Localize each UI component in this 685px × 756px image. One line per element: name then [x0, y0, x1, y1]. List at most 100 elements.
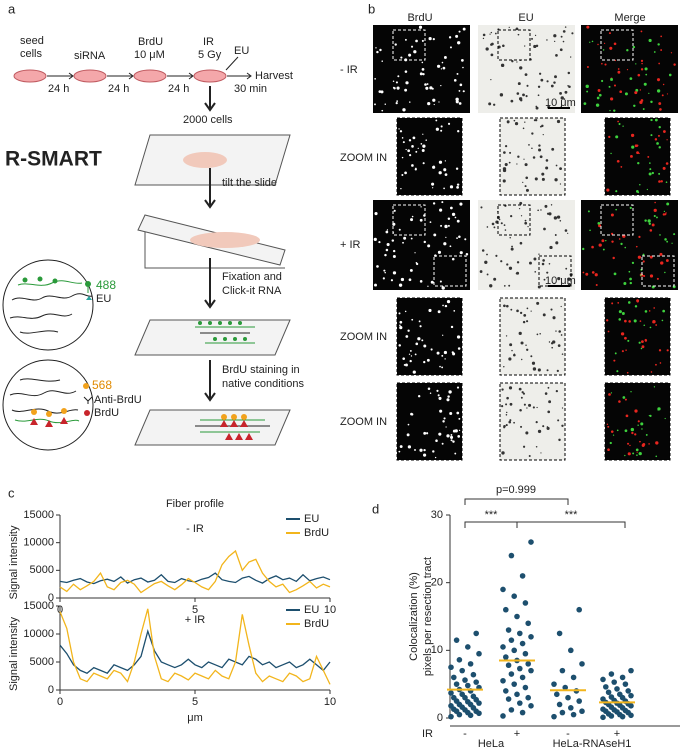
speckle	[567, 232, 569, 234]
speckle	[568, 85, 571, 89]
speckle	[567, 71, 571, 75]
speckle	[511, 349, 513, 352]
speckle	[375, 47, 377, 49]
speckle	[444, 173, 448, 176]
speckle	[422, 162, 425, 165]
data-point	[576, 698, 582, 704]
data-point	[462, 677, 468, 683]
speckle	[403, 236, 407, 240]
micrograph	[604, 297, 671, 376]
speckle	[398, 450, 401, 453]
speckle	[639, 440, 641, 443]
data-point	[453, 637, 460, 643]
speckle	[419, 72, 423, 76]
micrograph	[499, 117, 566, 196]
speckle	[402, 241, 404, 244]
speckle	[509, 402, 513, 406]
speckle	[447, 217, 451, 220]
speckle	[523, 158, 525, 160]
speckle	[441, 366, 444, 369]
speckle	[647, 155, 650, 158]
speckle	[664, 417, 666, 420]
speckle	[643, 324, 646, 327]
speckle	[562, 30, 566, 33]
speckle	[374, 77, 377, 80]
speckle	[658, 349, 662, 352]
speckle	[444, 358, 446, 360]
speckle	[558, 330, 561, 333]
speckle	[432, 187, 434, 189]
speckle	[560, 305, 562, 308]
data-point	[508, 671, 515, 677]
speckle	[399, 324, 401, 327]
speckle	[615, 190, 618, 193]
speckle	[609, 441, 612, 445]
speckle	[440, 84, 442, 87]
speckle	[639, 184, 641, 186]
legend-label: EU	[304, 604, 319, 616]
speckle	[452, 258, 454, 261]
speckle	[532, 367, 537, 371]
speckle	[450, 206, 453, 210]
speckle	[552, 340, 556, 344]
interval: 24 h	[168, 83, 189, 95]
speckle	[657, 409, 660, 411]
speckle	[444, 224, 448, 229]
speckle	[443, 417, 446, 420]
data-point	[528, 539, 534, 545]
speckle	[513, 119, 516, 122]
data-point	[554, 691, 560, 698]
data-point	[519, 674, 526, 681]
speckle	[648, 414, 650, 417]
speckle	[398, 283, 403, 287]
speckle	[451, 212, 456, 217]
speckle	[670, 52, 673, 54]
speckle	[453, 310, 456, 312]
data-point	[600, 714, 606, 721]
speckle	[441, 442, 444, 445]
speckle	[521, 391, 524, 394]
speckle	[616, 370, 619, 373]
data-point	[519, 640, 526, 647]
micrograph	[478, 200, 575, 290]
legend-label: Anti-BrdU	[94, 394, 142, 406]
speckle	[537, 85, 541, 88]
data-point	[525, 661, 531, 667]
speckle	[456, 335, 461, 339]
speckle	[427, 285, 429, 287]
data-point	[465, 644, 471, 650]
speckle	[415, 39, 418, 43]
speckle	[629, 277, 632, 281]
speckle	[513, 353, 516, 355]
annotation: ***	[485, 509, 499, 521]
x-tick-label: 5	[192, 696, 198, 708]
speckle	[652, 319, 656, 324]
speckle	[541, 177, 545, 181]
data-point	[600, 676, 606, 683]
speckle	[626, 49, 629, 52]
speckle	[441, 201, 444, 204]
speckle	[385, 230, 389, 234]
speckle	[401, 137, 404, 139]
speckle	[457, 435, 461, 438]
speckle	[505, 414, 508, 416]
speckle	[660, 49, 663, 51]
speckle	[665, 181, 668, 184]
speckle	[627, 452, 631, 456]
data-point	[514, 613, 520, 620]
speckle	[420, 206, 422, 208]
speckle	[548, 263, 551, 265]
speckle	[556, 215, 561, 219]
speckle	[526, 84, 529, 87]
speckle	[398, 228, 401, 231]
annotation: p=0.999	[496, 484, 536, 496]
data-point	[448, 703, 454, 709]
speckle	[519, 408, 522, 412]
speckle	[533, 44, 537, 49]
speckle	[503, 151, 506, 154]
speckle	[591, 40, 594, 43]
data-point	[579, 661, 585, 667]
speckle	[459, 251, 463, 255]
speckle	[666, 202, 670, 206]
speckle	[427, 387, 431, 391]
